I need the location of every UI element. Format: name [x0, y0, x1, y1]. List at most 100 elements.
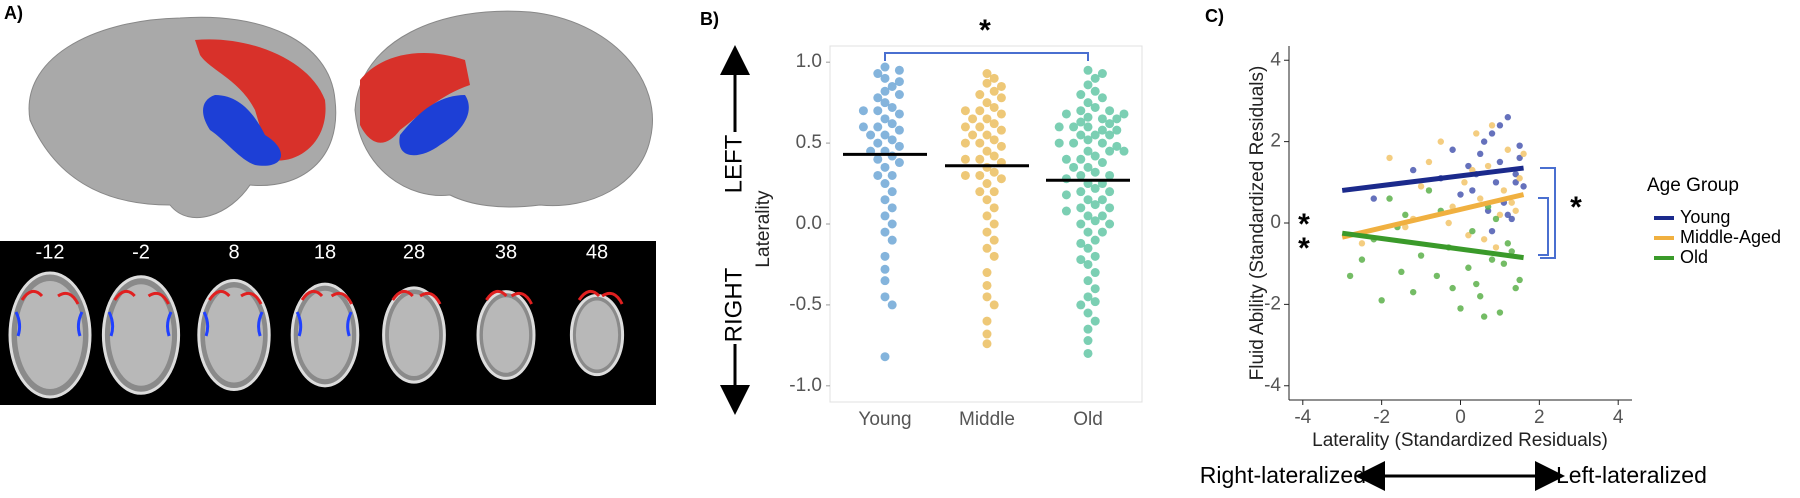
data-point	[1083, 259, 1093, 269]
data-point	[989, 300, 999, 310]
data-point	[1083, 211, 1093, 221]
x-axis-label: Laterality (Standardized Residuals)	[1312, 430, 1608, 451]
data-point	[1346, 272, 1354, 280]
data-point	[989, 102, 999, 112]
data-point	[1465, 232, 1472, 239]
slice-label: 18	[314, 241, 336, 263]
data-point	[1083, 112, 1093, 122]
data-point	[880, 211, 890, 221]
y-tick-label: 1.0	[796, 51, 822, 72]
fit-line	[1341, 192, 1525, 240]
slice-label: 8	[228, 241, 239, 263]
slice-blue	[107, 311, 173, 337]
data-point	[1105, 119, 1115, 129]
data-point	[880, 114, 890, 124]
data-point	[1083, 122, 1093, 132]
legend-label: Middle-Aged	[1680, 227, 1781, 247]
data-point	[996, 93, 1006, 103]
data-point	[996, 141, 1006, 151]
data-point	[989, 251, 999, 261]
x-tick-label: 2	[1534, 407, 1545, 428]
data-point	[1480, 236, 1488, 243]
data-point	[894, 109, 904, 119]
data-point	[887, 81, 897, 91]
data-point	[887, 135, 897, 145]
data-point	[1112, 125, 1122, 135]
data-point	[989, 135, 999, 145]
data-point	[1504, 240, 1512, 247]
data-point	[1083, 243, 1093, 253]
data-point	[1473, 280, 1480, 288]
data-point	[1504, 146, 1512, 153]
data-point	[1097, 227, 1107, 237]
data-point	[1076, 255, 1086, 265]
data-point	[1477, 195, 1484, 202]
slice-brain	[297, 290, 353, 380]
data-point	[880, 292, 890, 302]
data-point	[887, 203, 897, 213]
data-point	[1054, 138, 1064, 148]
data-point	[1097, 114, 1107, 124]
slice-brain	[109, 284, 173, 386]
y-tick-label: -2	[1264, 293, 1281, 314]
data-point	[1449, 146, 1456, 153]
data-point	[1469, 187, 1476, 194]
data-point	[982, 292, 992, 302]
data-point	[960, 170, 970, 180]
data-point	[982, 146, 992, 156]
data-point	[1492, 244, 1500, 251]
data-point	[866, 130, 876, 140]
data-point	[894, 90, 904, 100]
data-point	[1083, 292, 1093, 302]
slice-blue	[14, 311, 84, 337]
data-point	[982, 130, 992, 140]
data-point	[975, 122, 985, 132]
data-point	[880, 179, 890, 189]
data-point	[1090, 284, 1100, 294]
data-point	[982, 243, 992, 253]
data-point	[1061, 109, 1071, 119]
legend-label: Young	[1680, 207, 1730, 227]
data-point	[1488, 122, 1496, 129]
data-point	[880, 276, 890, 286]
data-point	[1069, 122, 1079, 132]
data-point	[1083, 348, 1093, 358]
data-point	[1083, 324, 1093, 334]
panel-label: B)	[700, 9, 719, 29]
data-point	[989, 219, 999, 229]
data-point	[968, 114, 978, 124]
fit-line	[1341, 165, 1524, 193]
data-point	[880, 227, 890, 237]
data-point	[873, 170, 883, 180]
data-point	[1457, 305, 1464, 312]
data-point	[1508, 199, 1515, 206]
data-point	[887, 151, 897, 161]
data-point	[1083, 146, 1093, 156]
data-point	[1409, 166, 1417, 174]
significance-star: *	[1298, 208, 1310, 241]
slice-brain	[575, 300, 619, 370]
data-point	[982, 329, 992, 339]
data-point	[880, 264, 890, 274]
data-point	[1358, 240, 1366, 247]
data-point	[1477, 293, 1484, 300]
data-point	[1090, 130, 1100, 140]
data-point	[1076, 238, 1086, 248]
slice-blue	[295, 311, 353, 337]
data-point	[873, 122, 883, 132]
data-point	[989, 203, 999, 213]
data-point	[1496, 158, 1504, 166]
data-point	[982, 195, 992, 205]
side-label: LEFT	[720, 134, 747, 193]
data-point	[989, 187, 999, 197]
legend-title: Age Group	[1647, 175, 1739, 196]
data-point	[1425, 187, 1433, 194]
data-point	[1461, 179, 1468, 186]
data-point	[1076, 90, 1086, 100]
data-point	[1097, 138, 1107, 148]
data-point	[1076, 154, 1086, 164]
data-point	[1083, 135, 1093, 145]
data-point	[960, 122, 970, 132]
